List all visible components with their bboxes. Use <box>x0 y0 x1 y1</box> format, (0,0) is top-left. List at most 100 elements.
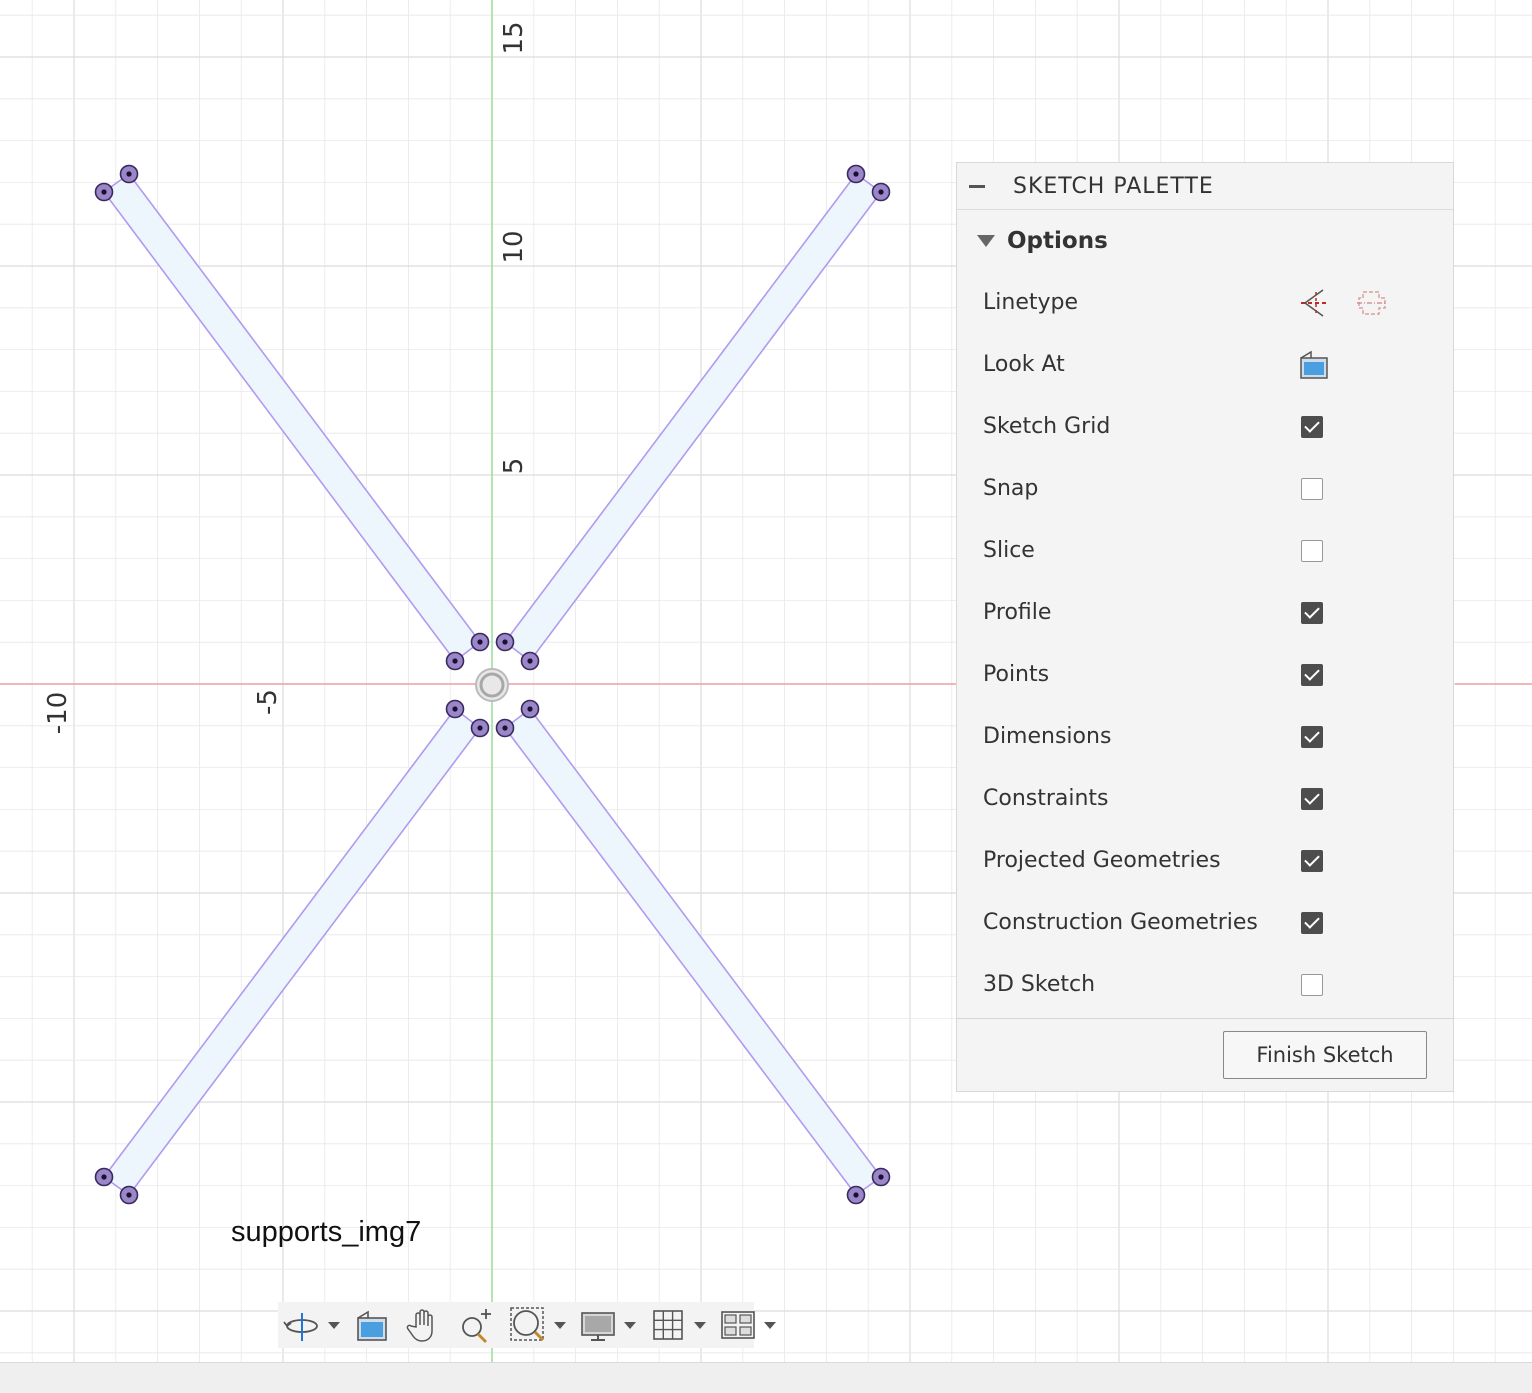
option-label: Snap <box>983 476 1039 501</box>
option-construction-geometries: Construction Geometries <box>957 892 1453 954</box>
axis-label-x-neg5: -5 <box>253 689 283 715</box>
sketch-point[interactable] <box>445 651 465 671</box>
option-label: Slice <box>983 538 1035 563</box>
sketch-point[interactable] <box>495 632 515 652</box>
axis-label-y-10: 10 <box>499 230 529 263</box>
zoom-button[interactable] <box>456 1305 496 1345</box>
option-label: Projected Geometries <box>983 848 1221 873</box>
profile-checkbox[interactable] <box>1301 602 1323 624</box>
sketch-point[interactable] <box>520 699 540 719</box>
zoom-dropdown-caret[interactable] <box>554 1321 566 1329</box>
option-linetype: Linetype <box>957 272 1453 334</box>
option-points: Points <box>957 644 1453 706</box>
centerline-linetype-icon[interactable] <box>1355 286 1389 320</box>
viewports-icon <box>721 1311 755 1339</box>
construction-geometries-checkbox[interactable] <box>1301 912 1323 934</box>
sketch-grid-checkbox[interactable] <box>1301 416 1323 438</box>
option-3d-sketch: 3D Sketch <box>957 954 1453 1016</box>
sketch-profile[interactable] <box>102 172 482 663</box>
sketch-point[interactable] <box>470 632 490 652</box>
option-projected-geometries: Projected Geometries <box>957 830 1453 892</box>
sketch-profile[interactable] <box>503 707 883 1197</box>
finish-sketch-button[interactable]: Finish Sketch <box>1223 1031 1427 1079</box>
option-profile: Profile <box>957 582 1453 644</box>
option-label: Sketch Grid <box>983 414 1111 439</box>
viewports-button[interactable] <box>718 1305 758 1345</box>
dimensions-checkbox[interactable] <box>1301 726 1323 748</box>
option-label: Dimensions <box>983 724 1112 749</box>
grid-settings-button[interactable] <box>648 1305 688 1345</box>
origin-point[interactable] <box>475 668 509 702</box>
slice-checkbox[interactable] <box>1301 540 1323 562</box>
snap-checkbox[interactable] <box>1301 478 1323 500</box>
option-label: Profile <box>983 600 1052 625</box>
collapse-triangle-icon[interactable] <box>977 235 995 247</box>
look-at-icon <box>357 1310 387 1341</box>
sketch-profile[interactable] <box>503 172 883 663</box>
display-settings-icon <box>581 1312 615 1341</box>
option-look-at: Look At <box>957 334 1453 396</box>
sketch-profiles[interactable] <box>102 172 883 1197</box>
palette-header: SKETCH PALETTE <box>957 163 1453 210</box>
option-label: Construction Geometries <box>983 910 1258 935</box>
options-list: Linetype Look At Sketch Grid <box>957 272 1453 1016</box>
axis-label-y-15: 15 <box>499 21 529 54</box>
option-label: 3D Sketch <box>983 972 1096 997</box>
zoom-icon <box>462 1309 491 1344</box>
orbit-button[interactable] <box>282 1305 322 1345</box>
constraints-checkbox[interactable] <box>1301 788 1323 810</box>
look-at-button[interactable] <box>352 1305 392 1345</box>
projected-geometries-checkbox[interactable] <box>1301 850 1323 872</box>
sketch-point[interactable] <box>94 1167 114 1187</box>
axis-label-x-neg10: -10 <box>43 692 73 734</box>
options-section-title: Options <box>1007 228 1108 254</box>
sketch-text-label: supports_img7 <box>231 1216 422 1248</box>
pan-button[interactable] <box>404 1305 444 1345</box>
zoom-window-icon <box>510 1307 545 1342</box>
status-bar <box>0 1362 1532 1393</box>
navigation-toolbar <box>278 1302 776 1348</box>
option-slice: Slice <box>957 520 1453 582</box>
orbit-dropdown-caret[interactable] <box>328 1321 340 1329</box>
3d-sketch-checkbox[interactable] <box>1301 974 1323 996</box>
sketch-point[interactable] <box>520 651 540 671</box>
option-label: Look At <box>983 352 1065 377</box>
sketch-point[interactable] <box>495 718 515 738</box>
display-settings-button[interactable] <box>578 1305 618 1345</box>
palette-title: SKETCH PALETTE <box>1013 173 1214 199</box>
sketch-point[interactable] <box>846 1185 866 1205</box>
sketch-points[interactable] <box>94 164 891 1205</box>
axis-label-y-5: 5 <box>499 458 529 475</box>
option-sketch-grid: Sketch Grid <box>957 396 1453 458</box>
construction-linetype-icon[interactable] <box>1297 286 1331 320</box>
look-at-icon[interactable] <box>1297 348 1331 382</box>
sketch-point[interactable] <box>119 1185 139 1205</box>
option-label: Constraints <box>983 786 1109 811</box>
sketch-point[interactable] <box>871 1167 891 1187</box>
sketch-point[interactable] <box>871 182 891 202</box>
points-checkbox[interactable] <box>1301 664 1323 686</box>
sketch-point[interactable] <box>119 164 139 184</box>
zoom-window-button[interactable] <box>508 1305 548 1345</box>
options-section-header[interactable]: Options <box>957 210 1453 272</box>
pan-icon <box>406 1309 433 1342</box>
option-label: Linetype <box>983 290 1078 315</box>
option-snap: Snap <box>957 458 1453 520</box>
minimize-icon[interactable] <box>969 184 985 188</box>
sketch-palette: SKETCH PALETTE Options Linetype Look At <box>956 162 1454 1092</box>
palette-footer: Finish Sketch <box>957 1018 1453 1091</box>
option-label: Points <box>983 662 1050 687</box>
grid-settings-icon <box>653 1310 683 1340</box>
sketch-viewport[interactable]: 15 10 5 -10 -5 <box>0 0 1532 1362</box>
viewports-caret[interactable] <box>764 1321 776 1329</box>
grid-settings-caret[interactable] <box>694 1321 706 1329</box>
sketch-point[interactable] <box>470 718 490 738</box>
option-constraints: Constraints <box>957 768 1453 830</box>
sketch-profile[interactable] <box>102 707 482 1197</box>
display-settings-caret[interactable] <box>624 1321 636 1329</box>
orbit-icon <box>283 1313 318 1341</box>
sketch-point[interactable] <box>94 182 114 202</box>
sketch-point[interactable] <box>846 164 866 184</box>
sketch-point[interactable] <box>445 699 465 719</box>
option-dimensions: Dimensions <box>957 706 1453 768</box>
